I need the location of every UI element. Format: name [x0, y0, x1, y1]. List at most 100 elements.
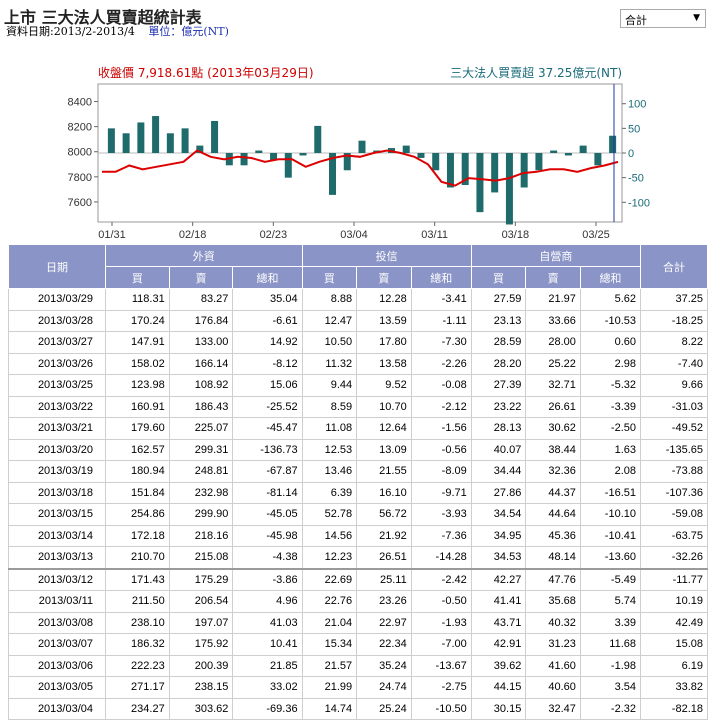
- cell-date: 2013/03/06: [8, 654, 106, 677]
- netbuy-legend: 三大法人買賣超 37.25億元(NT): [450, 65, 622, 80]
- cell-value: -135.65: [640, 438, 708, 461]
- cell-value: 10.19: [640, 590, 708, 613]
- cell-value: -1.11: [410, 309, 472, 332]
- x-tick-label: 03/04: [340, 229, 368, 241]
- cell-value: -45.05: [232, 503, 303, 526]
- cell-value: -1.93: [410, 611, 472, 634]
- price-legend: 收盤價 7,918.61點 (2013年03月29日): [98, 66, 314, 80]
- cell-value: 15.06: [232, 374, 303, 397]
- col-dealer-sell: 賣: [525, 266, 581, 289]
- cell-value: 172.18: [105, 524, 170, 547]
- cell-value: 42.27: [470, 567, 527, 591]
- cell-value: -0.56: [410, 438, 472, 461]
- cell-value: 28.13: [470, 417, 527, 440]
- cell-value: 4.96: [232, 590, 303, 613]
- date-range: 資料日期:2013/2-2013/4: [6, 25, 135, 38]
- summary-type-select[interactable]: 合計 ▼: [620, 9, 706, 28]
- price-and-netbuy-chart: 8400 8200 8000 7800 7600 100 50 0 -50 -100 01/31 02…: [68, 65, 651, 241]
- cell-value: 38.44: [525, 438, 581, 461]
- cell-value: 234.27: [105, 697, 170, 720]
- cell-value: -7.36: [410, 524, 472, 547]
- cell-value: 42.91: [470, 633, 527, 656]
- cell-value: 27.86: [470, 481, 527, 504]
- cell-value: 40.32: [525, 611, 581, 634]
- cell-value: 23.26: [356, 590, 412, 613]
- cell-value: -81.14: [232, 481, 303, 504]
- netbuy-bar: [535, 153, 543, 171]
- cell-value: 238.15: [168, 676, 234, 699]
- cell-value: 28.59: [470, 331, 527, 354]
- cell-value: 123.98: [105, 374, 170, 397]
- cell-value: 35.24: [356, 654, 412, 677]
- cell-value: 215.08: [168, 546, 234, 569]
- netbuy-bar: [594, 153, 602, 166]
- cell-value: 21.99: [301, 676, 358, 699]
- netbuy-bar: [284, 153, 292, 178]
- cell-date: 2013/03/26: [8, 352, 106, 375]
- netbuy-bar: [107, 128, 115, 153]
- netbuy-bar: [461, 153, 469, 186]
- cell-value: -10.10: [579, 503, 642, 526]
- cell-value: 14.56: [301, 524, 358, 547]
- cell-value: 12.53: [301, 438, 358, 461]
- right-tick-label: 0: [628, 148, 634, 160]
- cell-value: 27.59: [470, 288, 527, 311]
- left-tick-label: 7800: [68, 172, 92, 184]
- cell-value: 3.39: [579, 611, 642, 634]
- col-dealer-buy: 買: [470, 266, 527, 289]
- table-row: 2013/03/07 186.32 175.92 10.41 15.34 22.34 -7.…: [8, 633, 708, 656]
- cell-value: -11.77: [640, 567, 708, 591]
- cell-value: 6.19: [640, 654, 708, 677]
- netbuy-bar: [240, 153, 248, 166]
- col-foreign-net: 總和: [232, 266, 303, 289]
- cell-value: 9.44: [301, 374, 358, 397]
- cell-value: -2.12: [410, 395, 472, 418]
- cell-value: 9.66: [640, 374, 708, 397]
- netbuy-bar: [564, 153, 572, 156]
- cell-date: 2013/03/21: [8, 417, 106, 440]
- page-title: 上市 三大法人買賣超統計表: [4, 8, 202, 27]
- cell-value: 2.08: [579, 460, 642, 483]
- table-row: 2013/03/12 171.43 175.29 -3.86 22.69 25.11 -2.…: [8, 567, 708, 591]
- cell-value: 5.62: [579, 288, 642, 311]
- cell-value: 225.07: [168, 417, 234, 440]
- cell-value: 206.54: [168, 590, 234, 613]
- cell-value: 41.03: [232, 611, 303, 634]
- cell-value: 179.60: [105, 417, 170, 440]
- cell-value: -2.42: [410, 567, 472, 591]
- netbuy-bar: [520, 153, 528, 188]
- cell-date: 2013/03/29: [8, 288, 106, 311]
- cell-value: 40.07: [470, 438, 527, 461]
- cell-value: -2.50: [579, 417, 642, 440]
- chevron-down-icon: ▼: [693, 13, 700, 23]
- cell-value: 162.57: [105, 438, 170, 461]
- cell-value: 22.76: [301, 590, 358, 613]
- cell-value: -3.41: [410, 288, 472, 311]
- cell-value: 37.25: [640, 288, 708, 311]
- cell-value: 13.09: [356, 438, 412, 461]
- cell-value: 170.24: [105, 309, 170, 332]
- cell-value: -14.28: [410, 546, 472, 569]
- cell-value: 48.14: [525, 546, 581, 569]
- cell-value: -63.75: [640, 524, 708, 547]
- cell-value: -136.73: [232, 438, 303, 461]
- cell-value: 175.92: [168, 633, 234, 656]
- col-total: 合計: [640, 244, 708, 289]
- cell-value: 2.98: [579, 352, 642, 375]
- cell-value: 30.62: [525, 417, 581, 440]
- table-body: 2013/03/29 118.31 83.27 35.04 8.88 12.28 -3.41…: [8, 288, 708, 720]
- netbuy-bar: [417, 153, 425, 158]
- cell-value: -8.12: [232, 352, 303, 375]
- col-trust-net: 總和: [410, 266, 472, 289]
- table-row: 2013/03/05 271.17 238.15 33.02 21.99 24.74 -2.…: [8, 676, 708, 699]
- table-row: 2013/03/06 222.23 200.39 21.85 21.57 35.24 -13…: [8, 654, 708, 677]
- cell-value: 56.72: [356, 503, 412, 526]
- cell-value: -45.98: [232, 524, 303, 547]
- col-trust-buy: 買: [301, 266, 358, 289]
- cell-value: 41.60: [525, 654, 581, 677]
- x-tick-label: 03/18: [502, 229, 530, 241]
- cell-value: -8.09: [410, 460, 472, 483]
- group-dealer: 自營商: [470, 244, 642, 267]
- table-row: 2013/03/15 254.86 299.90 -45.05 52.78 56.72 -3…: [8, 503, 708, 526]
- cell-value: -25.52: [232, 395, 303, 418]
